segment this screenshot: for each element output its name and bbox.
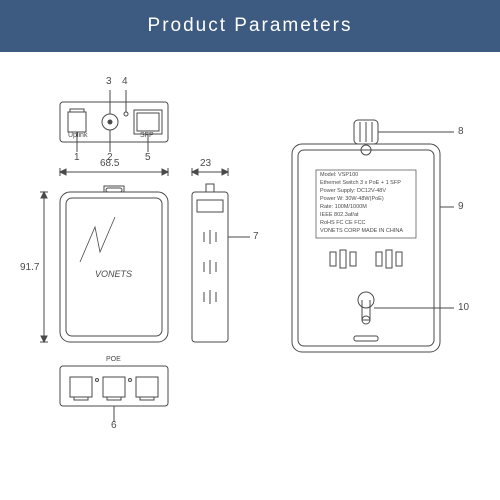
callout-6: 6 [111, 420, 117, 431]
label-poe: POE [106, 356, 121, 363]
callout-7: 7 [253, 231, 259, 242]
backlabel-2: Ethernet Switch 3 x PoE + 1 SFP [320, 180, 401, 186]
backlabel-5: Rate: 100M/1000M [320, 204, 367, 210]
callout-10: 10 [458, 302, 469, 313]
technical-drawing: VONETS [0, 52, 500, 500]
callout-8: 8 [458, 126, 464, 137]
backlabel-1: Model: VSP100 [320, 172, 358, 178]
backlabel-6: IEEE 802.3af/at [320, 212, 359, 218]
backlabel-7: RoHS FC CE FCC [320, 220, 366, 226]
header-bar: Product Parameters [0, 0, 500, 52]
backlabel-3: Power Supply: DC12V-48V [320, 188, 386, 194]
label-sfp: SFP [140, 132, 154, 139]
callout-3: 3 [106, 76, 112, 87]
header-title: Product Parameters [148, 15, 353, 37]
dim-depth: 23 [200, 158, 211, 169]
callout-4: 4 [122, 76, 128, 87]
callout-9: 9 [458, 201, 464, 212]
svg-text:VONETS: VONETS [95, 269, 132, 279]
callout-1: 1 [74, 152, 80, 163]
diagram-area: VONETS [0, 52, 500, 500]
label-uplink: Uplink [68, 132, 87, 139]
dim-height: 91.7 [20, 262, 39, 273]
callout-5: 5 [145, 152, 151, 163]
backlabel-4: Power W: 30W-48W(PoE) [320, 196, 384, 202]
backlabel-8: VONETS CORP MADE IN CHINA [320, 228, 403, 234]
dim-width: 68.5 [100, 158, 119, 169]
